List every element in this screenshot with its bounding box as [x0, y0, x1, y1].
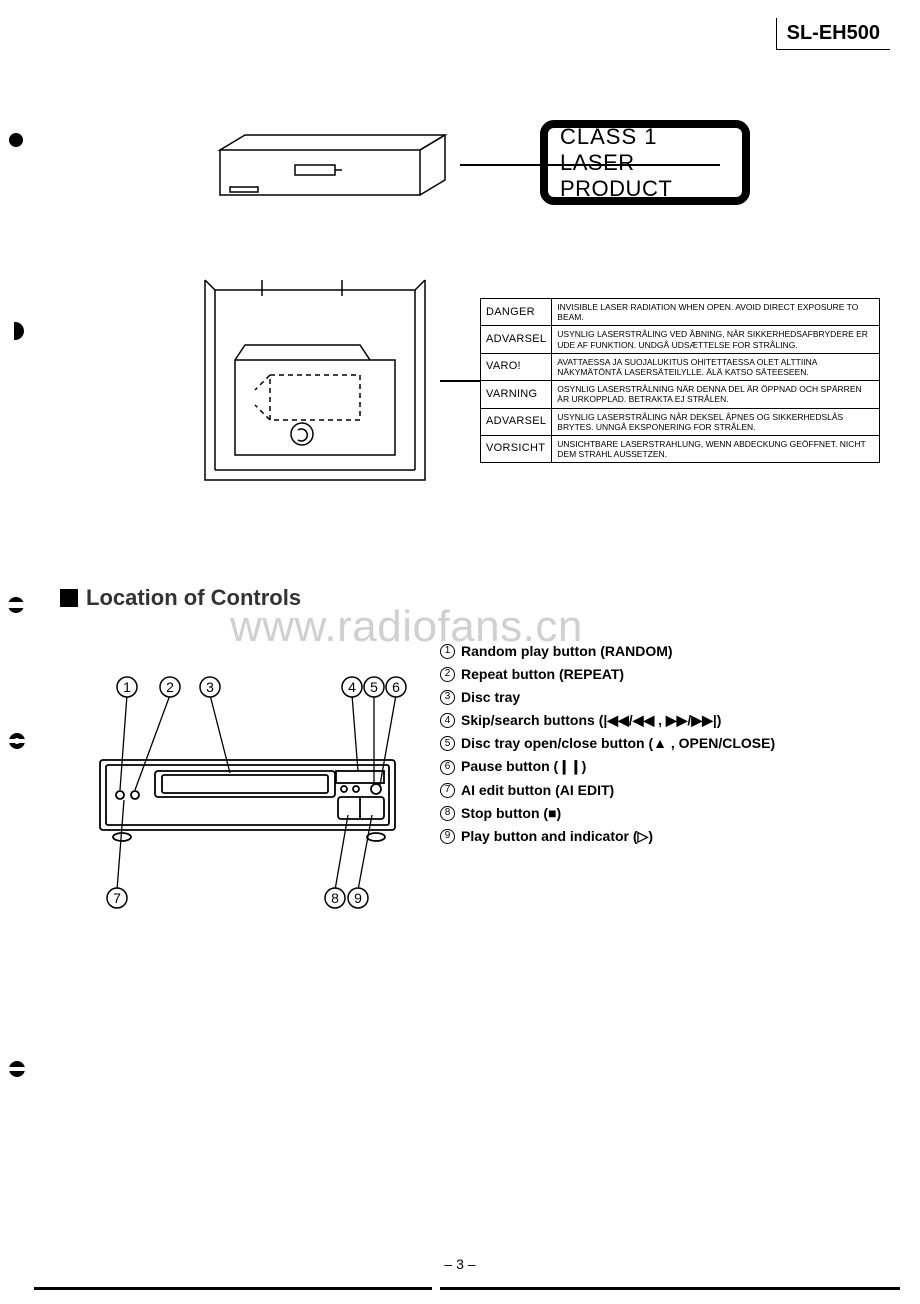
callout-num: 3 — [206, 679, 214, 695]
control-text: Disc tray open/close button (▲ , OPEN/CL… — [461, 732, 775, 755]
control-text: Skip/search buttons (|◀◀/◀◀ , ▶▶/▶▶|) — [461, 709, 721, 732]
control-text: Pause button (❙❙) — [461, 755, 586, 778]
control-num: 7 — [440, 783, 455, 798]
mid-illustration-area: DANGERINVISIBLE LASER RADIATION WHEN OPE… — [180, 270, 890, 500]
warning-row: VARNINGOSYNLIG LASERSTRÅLNING NÄR DENNA … — [481, 381, 880, 408]
warning-label: VARO! — [481, 353, 552, 380]
control-text: Disc tray — [461, 686, 520, 709]
warning-label: ADVARSEL — [481, 326, 552, 353]
warning-row: ADVARSELUSYNLIG LASERSTRÅLING NÅR DEKSEL… — [481, 408, 880, 435]
control-item: 6 Pause button (❙❙) — [440, 755, 890, 778]
callout-num: 7 — [113, 890, 121, 906]
laser-line1: CLASS 1 — [560, 124, 742, 150]
control-num: 2 — [440, 667, 455, 682]
warning-row: VARO!AVATTAESSA JA SUOJALUKITUS OHITETTA… — [481, 353, 880, 380]
section-bullet-icon — [60, 589, 78, 607]
controls-list: 1 Random play button (RANDOM) 2 Repeat but… — [440, 640, 890, 848]
page: SL-EH500 CLASS 1 LASER PR — [0, 0, 920, 1304]
page-number: – 3 – — [0, 1256, 920, 1272]
model-number: SL-EH500 — [776, 18, 890, 50]
warning-label: DANGER — [481, 299, 552, 326]
control-item: 3 Disc tray — [440, 686, 890, 709]
control-num: 8 — [440, 806, 455, 821]
binder-mark — [6, 322, 26, 336]
warning-text: OSYNLIG LASERSTRÅLNING NÄR DENNA DEL ÄR … — [552, 381, 880, 408]
warning-row: DANGERINVISIBLE LASER RADIATION WHEN OPE… — [481, 299, 880, 326]
control-item: 7 AI edit button (AI EDIT) — [440, 779, 890, 802]
warning-text: USYNLIG LASERSTRÅLING NÅR DEKSEL ÅPNES O… — [552, 408, 880, 435]
section-title: Location of Controls — [86, 585, 301, 611]
control-text: Repeat button (REPEAT) — [461, 663, 624, 686]
callout-num: 2 — [166, 679, 174, 695]
control-num: 5 — [440, 736, 455, 751]
control-num: 9 — [440, 829, 455, 844]
device-open-drawing — [190, 270, 440, 500]
page-footer-rule — [34, 1287, 900, 1290]
callout-num: 6 — [392, 679, 400, 695]
laser-line2: LASER PRODUCT — [560, 150, 742, 202]
controls-diagram: 1 2 3 4 5 6 7 8 9 — [80, 665, 410, 915]
control-num: 3 — [440, 690, 455, 705]
warning-label: ADVARSEL — [481, 408, 552, 435]
device-isometric-drawing — [200, 120, 460, 210]
location-of-controls-section: Location of Controls — [60, 585, 890, 611]
top-illustration-area: CLASS 1 LASER PRODUCT — [180, 120, 890, 230]
laser-warning-table: DANGERINVISIBLE LASER RADIATION WHEN OPE… — [480, 298, 880, 463]
warning-label: VORSICHT — [481, 435, 552, 462]
warning-text: USYNLIG LASERSTRÅLING VED ÅBNING, NÅR SI… — [552, 326, 880, 353]
warning-text: AVATTAESSA JA SUOJALUKITUS OHITETTAESSA … — [552, 353, 880, 380]
control-num: 4 — [440, 713, 455, 728]
control-item: 4 Skip/search buttons (|◀◀/◀◀ , ▶▶/▶▶|) — [440, 709, 890, 732]
control-item: 5 Disc tray open/close button (▲ , OPEN/C… — [440, 732, 890, 755]
control-num: 6 — [440, 760, 455, 775]
connector-line — [440, 380, 480, 382]
control-item: 9 Play button and indicator (▷) — [440, 825, 890, 848]
laser-class-label: CLASS 1 LASER PRODUCT — [540, 120, 750, 205]
binder-mark — [6, 1060, 26, 1074]
warning-text: INVISIBLE LASER RADIATION WHEN OPEN. AVO… — [552, 299, 880, 326]
control-item: 2 Repeat button (REPEAT) — [440, 663, 890, 686]
control-item: 8 Stop button (■) — [440, 802, 890, 825]
control-num: 1 — [440, 644, 455, 659]
callout-num: 5 — [370, 679, 378, 695]
callout-num: 4 — [348, 679, 356, 695]
callout-num: 9 — [354, 890, 362, 906]
binder-mark — [6, 132, 26, 146]
callout-num: 8 — [331, 890, 339, 906]
warning-row: ADVARSELUSYNLIG LASERSTRÅLING VED ÅBNING… — [481, 326, 880, 353]
callout-num: 1 — [123, 679, 131, 695]
warning-text: UNSICHTBARE LASERSTRAHLUNG, WENN ABDECKU… — [552, 435, 880, 462]
warning-row: VORSICHTUNSICHTBARE LASERSTRAHLUNG, WENN… — [481, 435, 880, 462]
control-text: Random play button (RANDOM) — [461, 640, 673, 663]
binder-mark — [6, 596, 26, 610]
warning-label: VARNING — [481, 381, 552, 408]
control-item: 1 Random play button (RANDOM) — [440, 640, 890, 663]
control-text: Play button and indicator (▷) — [461, 825, 653, 848]
control-text: AI edit button (AI EDIT) — [461, 779, 614, 802]
control-text: Stop button (■) — [461, 802, 561, 825]
binder-mark — [6, 732, 26, 746]
